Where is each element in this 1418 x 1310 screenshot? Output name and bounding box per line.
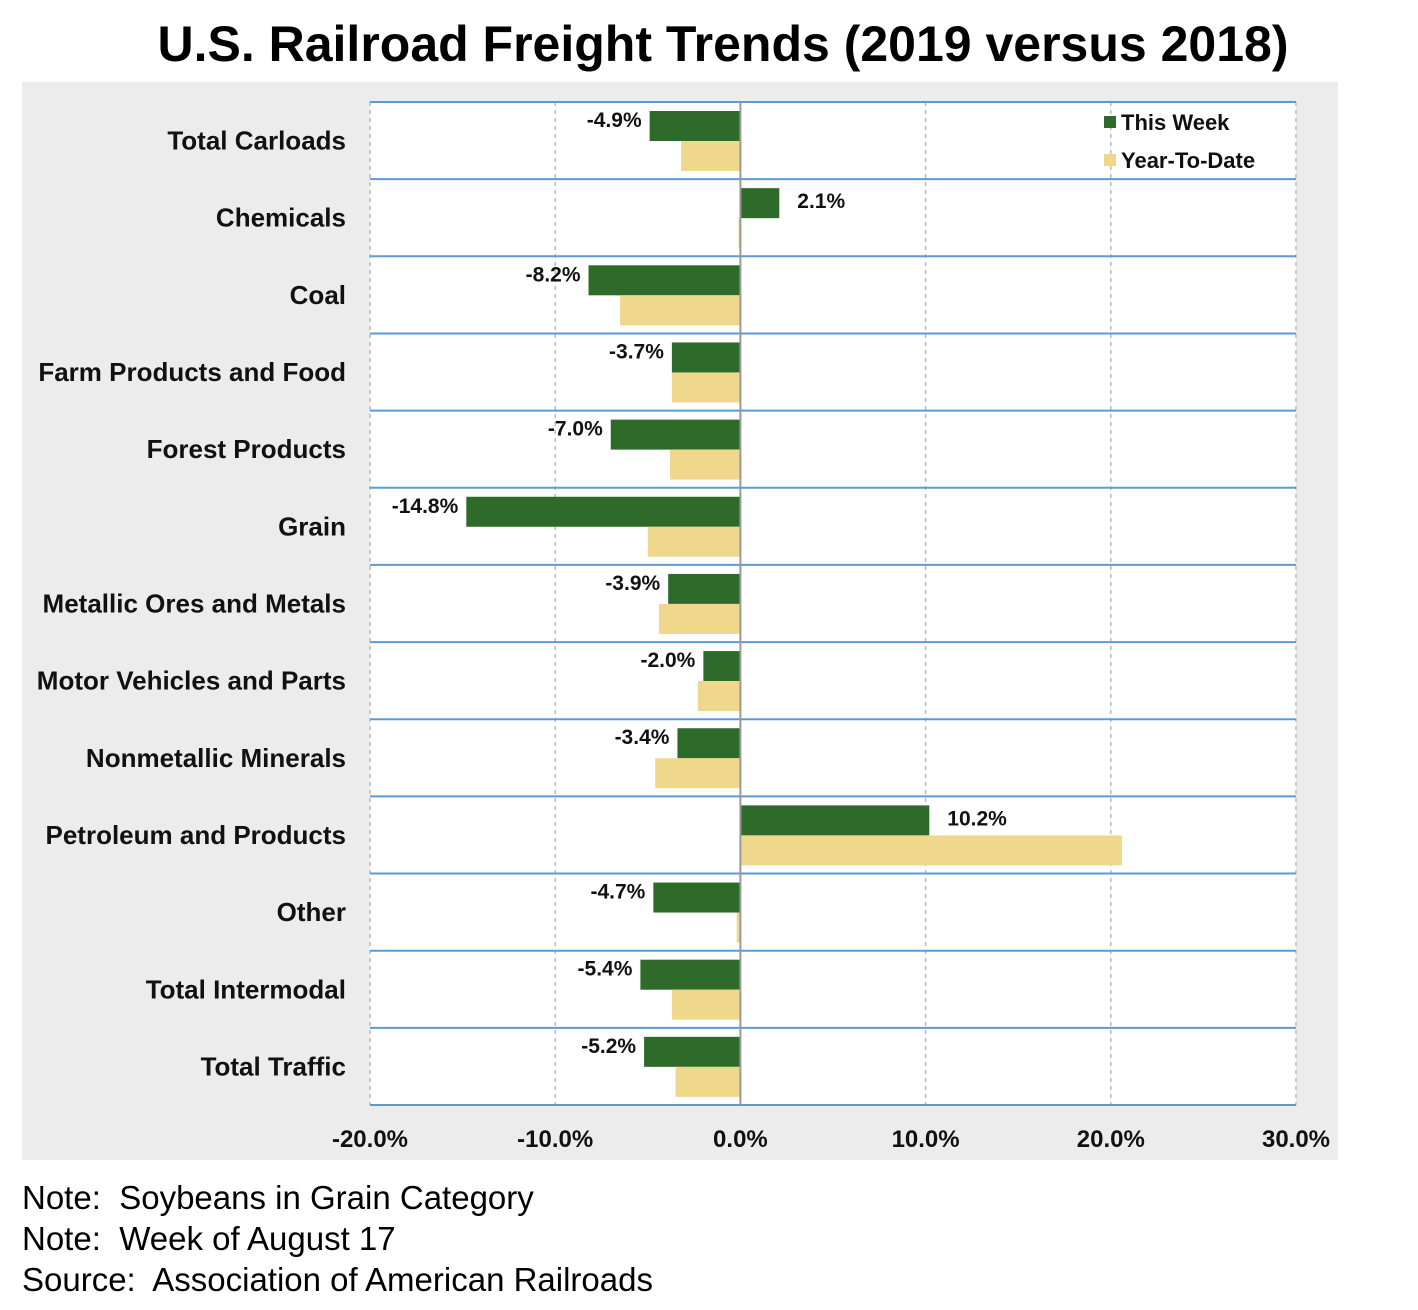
chart-title: U.S. Railroad Freight Trends (2019 versu… [157, 16, 1289, 72]
bar-year-to-date [740, 835, 1122, 866]
plot-background [370, 102, 1296, 1105]
legend-swatch-year-to-date [1104, 154, 1116, 166]
bar-this-week [668, 573, 741, 604]
bar-year-to-date [647, 526, 741, 557]
category-label: Motor Vehicles and Parts [37, 666, 346, 696]
note-week: Note: Week of August 17 [22, 1220, 396, 1257]
bar-year-to-date [681, 141, 741, 171]
bar-year-to-date [697, 681, 741, 712]
bar-this-week [588, 265, 741, 296]
data-label: -4.9% [587, 109, 642, 132]
notes: Note: Soybeans in Grain Category Note: W… [22, 1177, 653, 1300]
category-label: Metallic Ores and Metals [43, 589, 346, 619]
data-label: -3.9% [605, 572, 660, 595]
category-label: Grain [278, 511, 346, 541]
bar-year-to-date [670, 449, 741, 480]
data-label: -5.2% [581, 1035, 636, 1058]
x-tick-label: -20.0% [332, 1126, 408, 1153]
bar-year-to-date [671, 372, 741, 403]
bar-this-week [703, 651, 741, 682]
chart-area: Total Carloads -4.9% Chemicals 2.1% Coal -8.2… [22, 82, 1338, 1160]
bar-this-week [740, 188, 780, 219]
bar-year-to-date [736, 912, 741, 943]
note-soybeans: Note: Soybeans in Grain Category [22, 1179, 534, 1216]
bar-this-week [466, 496, 741, 527]
data-label: -4.7% [590, 881, 645, 904]
category-label: Petroleum and Products [46, 820, 347, 850]
x-tick-label: -10.0% [517, 1126, 593, 1153]
x-tick-label: 30.0% [1262, 1126, 1330, 1153]
data-label: -7.0% [548, 418, 603, 441]
category-label: Forest Products [147, 434, 346, 464]
data-label: 10.2% [947, 807, 1007, 830]
data-label: 2.1% [797, 190, 845, 213]
data-label: -2.0% [641, 649, 696, 672]
data-label: -3.4% [615, 726, 670, 749]
bar-year-to-date [658, 603, 741, 634]
bar-this-week [644, 1036, 741, 1067]
x-tick-label: 0.0% [713, 1126, 768, 1153]
legend-swatch-this-week [1104, 116, 1116, 128]
data-label: -3.7% [609, 340, 664, 363]
category-label: Other [277, 897, 346, 927]
bar-this-week [671, 342, 741, 373]
bar-year-to-date [675, 1066, 741, 1097]
category-label: Total Intermodal [146, 974, 346, 1004]
category-label: Farm Products and Food [38, 357, 346, 387]
category-label: Total Carloads [167, 126, 346, 156]
bar-this-week [677, 728, 741, 759]
bar-year-to-date [671, 989, 741, 1020]
category-label: Total Traffic [201, 1051, 346, 1081]
category-label: Coal [290, 280, 346, 310]
data-label: -5.4% [578, 958, 633, 981]
source-note: Source: Association of American Railroad… [22, 1261, 653, 1298]
data-label: -14.8% [392, 495, 459, 518]
bar-this-week [640, 959, 741, 990]
bar-this-week [653, 882, 741, 913]
legend-label-year-to-date: Year-To-Date [1121, 148, 1255, 173]
legend-label-this-week: This Week [1121, 110, 1230, 135]
category-label: Nonmetallic Minerals [86, 743, 346, 773]
data-label: -8.2% [526, 263, 581, 286]
x-tick-label: 20.0% [1077, 1126, 1145, 1153]
bar-this-week [610, 419, 741, 450]
bar-year-to-date [620, 295, 741, 326]
category-label: Chemicals [216, 203, 346, 233]
bar-chart: Total Carloads -4.9% Chemicals 2.1% Coal -8.2… [37, 101, 1330, 1153]
x-tick-label: 10.0% [892, 1126, 960, 1153]
bar-this-week [740, 805, 930, 836]
bar-year-to-date [655, 758, 741, 789]
bar-this-week [649, 111, 741, 141]
